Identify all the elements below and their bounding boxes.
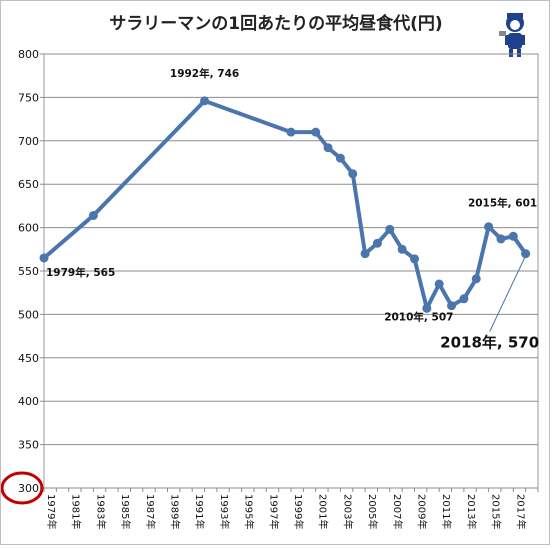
data-point-1999: [286, 127, 296, 137]
x-tick-label-2003: 2003年: [341, 494, 354, 529]
data-label-1992: 1992年, 746: [170, 67, 239, 80]
data-label-2018: 2018年, 570: [440, 334, 539, 352]
data-point-2018: [521, 249, 531, 259]
series-line: [39, 96, 531, 313]
gridlines: [43, 53, 539, 489]
y-tick-label-300: 300: [18, 482, 39, 495]
data-point-2015: [484, 222, 494, 232]
data-point-2006: [372, 238, 382, 248]
y-tick-label-500: 500: [18, 308, 39, 321]
y-tick-label-350: 350: [18, 439, 39, 452]
data-point-2011: [434, 279, 444, 289]
data-point-2016: [496, 234, 506, 244]
data-point-2005: [360, 249, 370, 259]
data-point-2008: [397, 244, 407, 254]
data-labels: 1979年, 565 1992年, 746 2010年, 507 2015年, 601…: [46, 67, 539, 352]
x-tick-label-1997: 1997年: [267, 494, 280, 529]
data-label-2015: 2015年, 601: [468, 197, 537, 210]
data-point-2013: [459, 294, 469, 304]
data-label-2010: 2010年, 507: [384, 310, 453, 323]
x-tick-label-1999: 1999年: [292, 494, 305, 529]
x-tick-label-2017: 2017年: [514, 494, 527, 529]
x-tick-label-1981: 1981年: [70, 494, 83, 529]
data-point-2009: [410, 254, 419, 264]
data-point-2004: [348, 169, 358, 179]
data-point-1979: [39, 253, 49, 263]
y-tick-label-700: 700: [18, 135, 39, 148]
y-axis: 300 350 400 450 500 550 600 650 700 750 800: [18, 48, 44, 495]
data-point-2001: [311, 127, 321, 137]
data-point-2003: [335, 153, 345, 163]
x-tick-label-1995: 1995年: [243, 494, 256, 529]
y-tick-label-750: 750: [18, 91, 39, 104]
x-tick-label-1987: 1987年: [144, 494, 157, 529]
x-tick-label-1985: 1985年: [119, 494, 132, 529]
data-point-1992: [200, 96, 210, 106]
y-tick-label-450: 450: [18, 352, 39, 365]
x-tick-label-1983: 1983年: [94, 494, 107, 529]
x-tick-label-2013: 2013年: [465, 494, 478, 529]
data-point-2012: [447, 301, 457, 311]
data-label-1979: 1979年, 565: [46, 266, 115, 279]
series-polyline: [42, 98, 528, 311]
mascot-logo: [499, 13, 525, 57]
y-tick-label-800: 800: [18, 48, 39, 61]
x-axis: 1979年 1981年 1983年 1985年 1987年 1989年 1991年 1993年…: [43, 488, 539, 529]
y-tick-label-550: 550: [18, 265, 39, 278]
x-tick-label-2001: 2001年: [317, 494, 330, 529]
data-point-2014: [471, 274, 481, 284]
data-point-2017: [508, 231, 518, 241]
x-tick-label-1979: 1979年: [45, 494, 58, 529]
y-tick-label-600: 600: [18, 222, 39, 235]
x-tick-label-2015: 2015年: [490, 494, 503, 529]
chart-title: サラリーマンの1回あたりの平均昼食代(円): [109, 13, 442, 34]
x-tick-label-2009: 2009年: [416, 494, 429, 529]
data-point-1983: [88, 210, 98, 220]
leader-line-2018: [489, 255, 527, 332]
highlight-circle: [1, 471, 44, 505]
x-tick-label-1991: 1991年: [193, 494, 206, 529]
x-tick-label-2005: 2005年: [366, 494, 379, 529]
data-point-2002: [323, 143, 333, 153]
x-tick-label-2007: 2007年: [391, 494, 404, 529]
x-tick-label-1993: 1993年: [218, 494, 231, 529]
data-point-2007: [385, 224, 395, 234]
x-tick-label-2011: 2011年: [440, 494, 453, 529]
x-tick-label-1989: 1989年: [169, 494, 182, 529]
y-tick-label-400: 400: [18, 395, 39, 408]
y-tick-label-650: 650: [18, 178, 39, 191]
data-point-2010: [422, 303, 432, 313]
